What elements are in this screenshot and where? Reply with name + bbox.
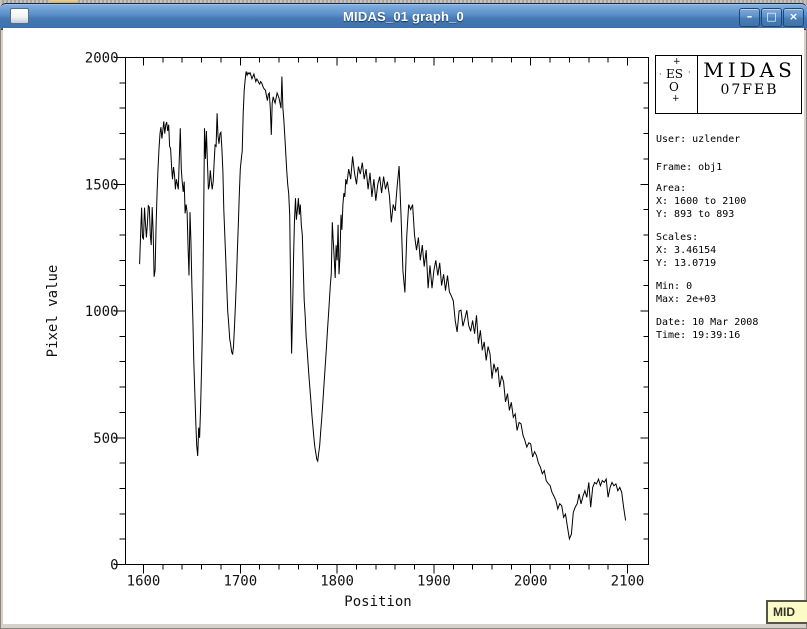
graph-canvas bbox=[3, 28, 804, 624]
x-tick-label: 1700 bbox=[223, 574, 257, 590]
x-tick-label: 2000 bbox=[514, 574, 548, 590]
midas-version: 07FEB bbox=[720, 82, 779, 98]
info-line-group: Frame: obj1 bbox=[656, 162, 723, 173]
window-frame-left bbox=[0, 28, 1, 629]
window-icon[interactable] bbox=[10, 8, 29, 24]
info-line-group: Date: 10 Mar 2008 Time: 19:39:16 bbox=[656, 317, 759, 341]
background-window-strip bbox=[0, 0, 807, 5]
y-tick-label: 500 bbox=[93, 431, 118, 447]
info-line-group: User: uzlender bbox=[656, 134, 741, 145]
x-tick-label: 1600 bbox=[127, 574, 161, 590]
minimize-button[interactable]: – bbox=[739, 8, 760, 27]
x-axis-title: Position bbox=[344, 594, 411, 610]
x-tick-label: 1900 bbox=[417, 574, 451, 590]
window-title: MIDAS_01 graph_0 bbox=[343, 9, 464, 24]
y-tick-label: 0 bbox=[110, 558, 118, 574]
spectrum-line bbox=[139, 71, 627, 541]
y-tick-label: 2000 bbox=[85, 51, 119, 67]
star-icon: + bbox=[672, 94, 680, 104]
star-icon: · bbox=[688, 68, 691, 77]
midas-logo: + · ES · O + MIDAS 07FEB bbox=[655, 55, 802, 114]
midas-logo-text: MIDAS 07FEB bbox=[698, 56, 801, 113]
titlebar[interactable]: MIDAS_01 graph_0 – □ × bbox=[0, 3, 807, 30]
star-icon: + bbox=[673, 57, 681, 67]
eso-logo: + · ES · O + bbox=[656, 56, 698, 113]
eso-text-line1: ES bbox=[666, 67, 683, 81]
star-icon: · bbox=[659, 70, 662, 79]
info-line-group: Area: X: 1600 to 2100 Y: 893 to 893 bbox=[656, 183, 747, 220]
close-button[interactable]: × bbox=[783, 8, 804, 27]
eso-text-line2: O bbox=[669, 80, 679, 94]
info-line-group: Min: 0 Max: 2e+03 bbox=[656, 281, 717, 305]
info-line-group: Scales: X: 3.46154 Y: 13.0719 bbox=[656, 232, 717, 269]
x-tick-label: 2100 bbox=[611, 574, 645, 590]
y-tick-label: 1500 bbox=[85, 177, 119, 193]
y-axis-title: Pixel value bbox=[45, 265, 61, 358]
maximize-button[interactable]: □ bbox=[761, 8, 782, 27]
taskbar-button[interactable]: MID bbox=[766, 600, 807, 624]
background-window-fragment bbox=[50, 0, 78, 5]
x-tick-label: 1800 bbox=[320, 574, 354, 590]
y-tick-label: 1000 bbox=[85, 304, 119, 320]
midas-name: MIDAS bbox=[703, 58, 796, 82]
